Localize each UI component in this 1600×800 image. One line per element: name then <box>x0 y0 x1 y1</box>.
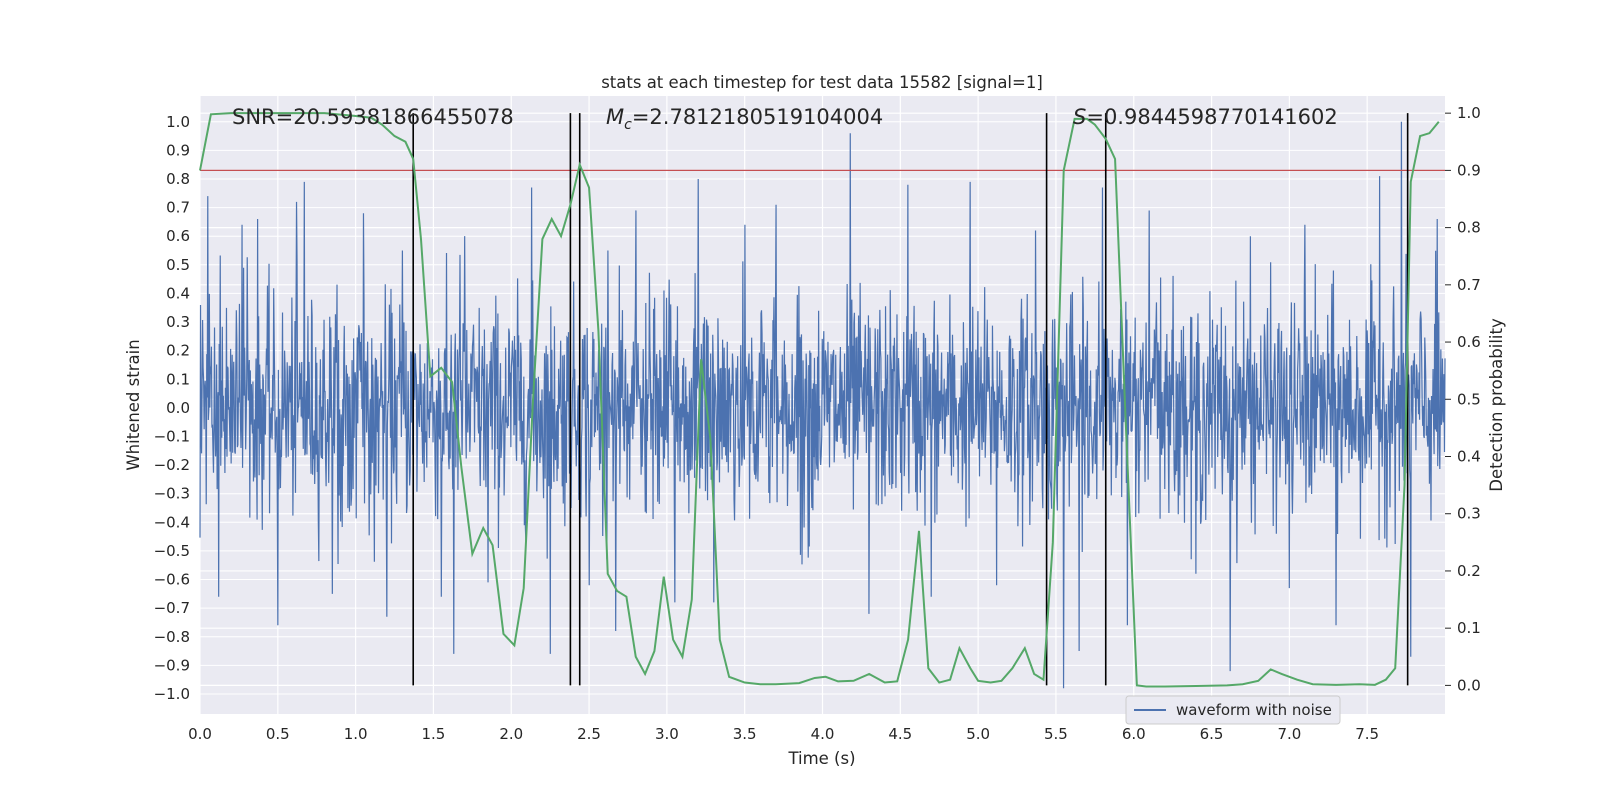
x-tick-label: 7.5 <box>1355 725 1379 743</box>
waveform-series <box>199 121 1446 689</box>
y-right-tick-label: 0.1 <box>1457 619 1481 637</box>
x-tick-label: 2.5 <box>577 725 601 743</box>
tick-labels: −1.0 −0.9 −0.8 −0.7 −0.6 −0.5 −0.4 −0.3 −0.2 −0.1… <box>154 104 1481 743</box>
x-tick-label: 1.5 <box>422 725 446 743</box>
y-left-tick-label: 0.7 <box>166 199 190 217</box>
y-left-tick-label: −0.3 <box>154 485 190 503</box>
y-left-tick-label: 1.0 <box>166 113 190 131</box>
chart-title: stats at each timestep for test data 155… <box>601 73 1043 92</box>
y-left-tick-label: 0.6 <box>166 227 190 245</box>
x-tick-label: 5.0 <box>966 725 990 743</box>
y-right-tick-label: 0.2 <box>1457 562 1481 580</box>
x-tick-label: 6.0 <box>1122 725 1146 743</box>
chirp-mass-subscript: c <box>624 117 632 133</box>
y-axis-left-label: Whitened strain <box>124 339 143 470</box>
x-tick-label: 5.5 <box>1044 725 1068 743</box>
x-tick-label: 0.5 <box>266 725 290 743</box>
snr-annotation: SNR=20.59381866455078 <box>232 105 514 129</box>
y-left-tick-label: −0.2 <box>154 456 190 474</box>
x-tick-label: 7.0 <box>1277 725 1301 743</box>
s-annotation: S=0.9844598770141602 <box>1073 105 1338 129</box>
legend: waveform with noise <box>1125 695 1341 725</box>
chirp-mass-annotation: Mc=2.7812180519104004 <box>606 105 883 133</box>
y-right-tick-label: 1.0 <box>1457 104 1481 122</box>
y-left-tick-label: −0.7 <box>154 599 190 617</box>
x-tick-label: 3.0 <box>655 725 679 743</box>
x-tick-label: 4.5 <box>888 725 912 743</box>
legend-label: waveform with noise <box>1176 701 1332 719</box>
y-left-tick-label: 0.2 <box>166 342 190 360</box>
y-left-tick-label: −0.5 <box>154 542 190 560</box>
x-tick-label: 3.5 <box>733 725 757 743</box>
x-axis-label: Time (s) <box>787 749 855 768</box>
y-right-tick-label: 0.9 <box>1457 161 1481 179</box>
s-symbol: S <box>1073 105 1086 129</box>
y-right-tick-label: 0.4 <box>1457 448 1481 466</box>
overlay-lines <box>199 112 1445 688</box>
waveform-line <box>199 121 1446 689</box>
chirp-mass-symbol: M <box>606 105 624 129</box>
x-tick-label: 6.5 <box>1200 725 1224 743</box>
y-left-tick-label: 0.8 <box>166 170 190 188</box>
legend-box <box>1125 695 1341 725</box>
x-tick-label: 2.0 <box>499 725 523 743</box>
y-right-tick-label: 0.8 <box>1457 219 1481 237</box>
y-left-tick-label: 0.1 <box>166 370 190 388</box>
x-tick-label: 4.0 <box>811 725 835 743</box>
y-left-tick-label: −0.1 <box>154 427 190 445</box>
y-left-tick-label: −0.8 <box>154 628 190 646</box>
chirp-mass-value: =2.7812180519104004 <box>632 105 883 129</box>
x-tick-label: 0.0 <box>188 725 212 743</box>
y-left-tick-label: 0.3 <box>166 313 190 331</box>
y-left-tick-label: −1.0 <box>154 685 190 703</box>
detection-probability-line <box>199 112 1440 688</box>
x-tick-label: 1.0 <box>344 725 368 743</box>
s-value: =0.9844598770141602 <box>1086 105 1337 129</box>
y-left-tick-label: 0.0 <box>166 399 190 417</box>
y-right-tick-label: 0.0 <box>1457 676 1481 694</box>
y-right-tick-label: 0.7 <box>1457 276 1481 294</box>
y-left-tick-label: −0.9 <box>154 656 190 674</box>
y-left-tick-label: −0.4 <box>154 513 190 531</box>
y-left-tick-label: 0.9 <box>166 141 190 159</box>
y-left-tick-label: 0.4 <box>166 284 190 302</box>
y-left-tick-label: −0.6 <box>154 571 190 589</box>
y-right-tick-label: 0.5 <box>1457 390 1481 408</box>
y-right-tick-label: 0.6 <box>1457 333 1481 351</box>
y-left-tick-label: 0.5 <box>166 256 190 274</box>
y-axis-right-label: Detection probability <box>1487 318 1506 492</box>
y-right-tick-label: 0.3 <box>1457 505 1481 523</box>
